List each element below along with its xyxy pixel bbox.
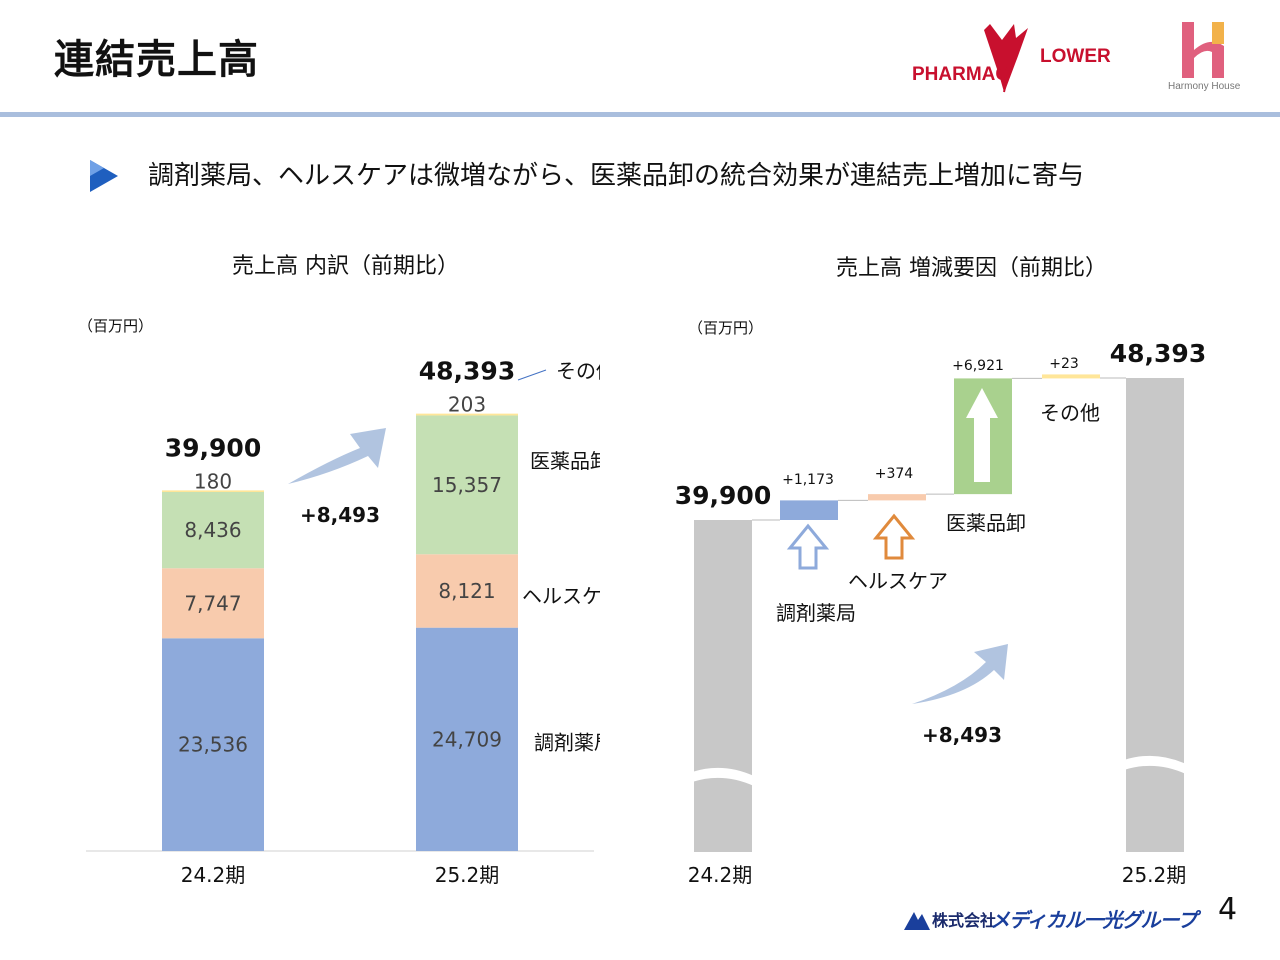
company-mountain-icon (904, 912, 930, 930)
bar-segment-3-2 (416, 415, 518, 555)
total-label: 48,393 (419, 357, 515, 386)
step-name-label: 調剤薬局 (776, 601, 856, 625)
step-bar-2 (868, 494, 926, 501)
logo-pharmacy-right: LOWER (1040, 46, 1111, 67)
series-label: 医薬品卸 (530, 449, 600, 473)
data-label: 8,121 (438, 579, 495, 603)
increase-arrow-icon (912, 644, 1008, 704)
x-tick-label: 25.2期 (435, 863, 500, 887)
chart1-title: 売上高 内訳（前期比） (232, 254, 459, 279)
x-tick-label: 24.2期 (688, 863, 753, 887)
change-label: +8,493 (922, 723, 1002, 747)
stacked-bar-chart: 23,536 7,747 8,436 180 39,900 24.2期 24,709 8,12… (86, 357, 600, 887)
pharmacy-logo: PHARMAC LOWER (906, 18, 1116, 98)
pharmacy-flower-icon (984, 24, 1028, 93)
end-label: 48,393 (1110, 339, 1206, 368)
total-label: 39,900 (165, 433, 261, 462)
page-title: 連結売上高 (54, 37, 259, 83)
data-label: 7,747 (184, 591, 241, 615)
harmony-house-logo: Harmony House (1160, 20, 1260, 100)
bar-segment-4-2 (416, 413, 518, 416)
step-value-label: +374 (875, 466, 914, 482)
play-bullet-icon (90, 160, 118, 192)
up-arrow-icon (786, 523, 830, 570)
step-name-label: 医薬品卸 (946, 511, 1026, 535)
bar-segment-4-1 (162, 490, 264, 493)
x-tick-label: 24.2期 (181, 863, 246, 887)
start-bar (694, 520, 752, 852)
step-bar-4 (1042, 374, 1100, 379)
increase-arrow-icon (288, 428, 386, 484)
data-label: 8,436 (184, 518, 241, 542)
end-bar (1126, 378, 1184, 852)
series-label: ヘルスケア (522, 584, 600, 608)
series-label: その他 (556, 359, 600, 383)
step-name-label: その他 (1040, 401, 1100, 425)
bar-segment-1-2 (416, 627, 518, 851)
title-rule (0, 112, 1280, 117)
data-label: 24,709 (432, 727, 502, 751)
up-arrow-icon (872, 513, 916, 560)
axis-break-mark (692, 767, 754, 786)
step-value-label: +6,921 (952, 358, 1004, 374)
bar-segment-1-1 (162, 638, 264, 851)
data-label: 15,357 (432, 473, 502, 497)
logo-harmony-text: Harmony House (1168, 81, 1241, 92)
bar-segment-2-2 (416, 554, 518, 628)
start-label: 39,900 (675, 481, 771, 510)
leader-line (517, 369, 547, 381)
x-tick-label: 25.2期 (1122, 863, 1187, 887)
bar-segment-3-1 (162, 492, 264, 569)
step-bar-1 (780, 500, 838, 520)
footer-company: 株式会社 (932, 911, 997, 930)
logo-pharmacy-left: PHARMAC (912, 64, 1010, 85)
data-label: 180 (194, 469, 232, 493)
step-name-label: ヘルスケア (848, 569, 948, 593)
headline: 調剤薬局、ヘルスケアは微増ながら、医薬品卸の統合効果が連結売上増加に寄与 (148, 161, 1085, 191)
page-number: 4 (1218, 892, 1238, 927)
harmony-h-icon (1182, 22, 1224, 78)
footer-brand: メディカル一光グループ (990, 908, 1197, 932)
chart2-title: 売上高 増減要因（前期比） (836, 256, 1107, 281)
change-label: +8,493 (300, 503, 380, 527)
data-label: 23,536 (178, 733, 248, 757)
chart2-unit-label: （百万円） (688, 319, 764, 337)
waterfall-chart: 39,900 24.2期 48,393 25.2期 +1,173 調剤薬局 +374 ヘルスケ… (675, 339, 1206, 887)
step-value-label: +1,173 (782, 472, 834, 488)
bar-segment-2-1 (162, 568, 264, 639)
up-arrow-icon (966, 388, 998, 482)
step-value-label: +23 (1049, 356, 1079, 372)
series-label: 調剤薬局 (534, 730, 600, 754)
chart1-unit-label: （百万円） (78, 317, 154, 335)
axis-break-mark (1124, 755, 1186, 774)
data-label: 203 (448, 393, 486, 417)
